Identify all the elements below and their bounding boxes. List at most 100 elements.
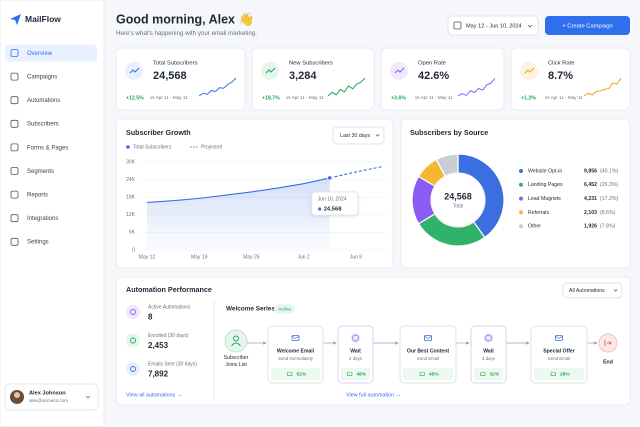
nav-item[interactable]: Overview (27, 51, 53, 57)
chevron (85, 395, 91, 399)
trigger-glyph (233, 335, 239, 342)
rate-icon (550, 372, 556, 377)
email-icon (424, 335, 432, 339)
legend-value: 1,926 (584, 224, 597, 230)
rate-icon (419, 372, 425, 377)
legend-dot (519, 210, 523, 215)
x-tick-label: Jun 9 (350, 254, 362, 260)
step-rate: 48% (357, 371, 367, 377)
status-badge (274, 304, 295, 314)
greeting: Good morning, Alex 👋 (116, 12, 254, 27)
nav-item[interactable]: Forms & Pages (27, 145, 68, 151)
donut-slice (435, 153, 459, 178)
sparkline (583, 77, 622, 97)
nav-item[interactable]: Automations (27, 98, 60, 104)
trigger-label: Subscriber Joins List (223, 355, 249, 368)
view-all-link[interactable]: View all automations → (126, 392, 182, 398)
line (329, 166, 383, 179)
stat-label: Enrolled (30 days) (148, 333, 189, 339)
kpi-card (380, 47, 505, 111)
step-rate-bg (474, 368, 503, 380)
automation-filter[interactable] (562, 282, 623, 299)
email-icon (555, 335, 563, 339)
kpi-change: +18.7% (262, 95, 280, 101)
nav-icon (10, 237, 19, 246)
step-rate: 52% (297, 371, 307, 377)
chevron (613, 289, 618, 292)
sparkline (327, 77, 366, 97)
sparkline (198, 77, 237, 97)
nav-item[interactable]: Segments (27, 169, 54, 175)
y-tick-label: 24K (126, 177, 136, 183)
range-select[interactable] (332, 126, 385, 145)
date-picker[interactable] (447, 15, 539, 36)
range-label: Last 30 days (340, 133, 370, 139)
tooltip-date: Jun 10, 2024 (318, 196, 347, 202)
highlight-point (327, 175, 333, 181)
kpi-glyph (524, 67, 535, 74)
stat-icon (126, 362, 140, 376)
view-full-link[interactable]: View full automation → (346, 392, 401, 398)
step-rate-bg (341, 368, 370, 380)
tooltip-dot (318, 207, 322, 211)
legend-label: Projected (201, 144, 222, 150)
kpi-change: +1.2% (521, 95, 536, 101)
step-title: Special Offer (543, 348, 574, 354)
rate-icon (287, 372, 293, 377)
kpi-card (115, 47, 246, 111)
nav-item[interactable]: Campaigns (27, 74, 57, 80)
source-title: Subscribers by Source (410, 128, 488, 137)
stat-value: 2,453 (148, 341, 169, 350)
create-label: + Create Campaign (562, 24, 612, 30)
kpi-change: +3.6% (391, 95, 406, 101)
area (147, 177, 330, 250)
kpi-period: vs Apr 11 - May 11 (150, 95, 188, 100)
tooltip (311, 191, 359, 216)
step-rate: 32% (490, 371, 500, 377)
step-rate: 28% (560, 371, 570, 377)
y-tick-label: 18K (126, 195, 136, 201)
nav-item[interactable]: Settings (27, 240, 49, 246)
user-card[interactable] (4, 383, 99, 411)
kpi-period: vs Apr 11 - May 11 (545, 95, 583, 100)
user-email: alex@acmeco.com (29, 398, 68, 403)
step-detail: 2 days (349, 356, 363, 361)
donut-slice (457, 153, 505, 239)
y-tick-label: 0 (132, 247, 135, 253)
donut-total-label: Total (453, 203, 464, 209)
flow-name: Welcome Series (226, 306, 275, 313)
calendar-icon (453, 21, 462, 30)
wait-icon (485, 334, 492, 342)
stat-icon (126, 305, 140, 319)
kpi-glyph (394, 67, 405, 74)
create-button[interactable] (545, 16, 630, 35)
user-name: Alex Johnson (29, 390, 66, 396)
legend-dot (519, 169, 523, 173)
tooltip-value: 24,568 (324, 207, 343, 213)
nav-item[interactable]: Integrations (27, 216, 58, 222)
nav-item[interactable]: Subscribers (27, 122, 59, 128)
step-title: Wait (483, 348, 494, 354)
legend-label: Total Subscribers (133, 144, 172, 150)
nav-icon (10, 49, 19, 57)
y-tick-label: 6K (129, 230, 136, 236)
stat-glyph (130, 366, 136, 372)
step-detail: Send Email (417, 356, 439, 361)
nav-icon (10, 190, 19, 199)
legend-value: 4,231 (584, 196, 597, 202)
nav-item[interactable]: Reports (27, 192, 48, 198)
sidebar (0, 0, 105, 427)
kpi-value: 42.6% (418, 70, 449, 82)
donut-center (432, 174, 484, 226)
wait-icon-bg (483, 333, 494, 343)
nav-icon (10, 214, 19, 223)
legend-swatch (126, 145, 130, 149)
email-icon (291, 335, 300, 339)
status-label: Active (278, 306, 291, 311)
legend-label: Website Opt-in (528, 168, 562, 174)
rate-icon (480, 372, 486, 377)
kpi-label: Open Rate (418, 61, 446, 67)
x-tick-label: Jun 2 (297, 254, 309, 260)
legend-share: (40.1%) (600, 168, 618, 174)
